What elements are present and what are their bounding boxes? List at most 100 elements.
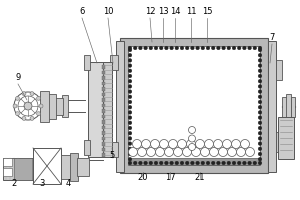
Bar	[14, 158, 32, 180]
Circle shape	[159, 46, 163, 50]
Circle shape	[241, 140, 250, 148]
Circle shape	[258, 53, 262, 57]
Circle shape	[223, 140, 232, 148]
Circle shape	[222, 161, 225, 165]
Circle shape	[155, 148, 164, 156]
Circle shape	[258, 59, 262, 62]
Circle shape	[258, 111, 262, 114]
Circle shape	[258, 95, 262, 99]
Circle shape	[217, 161, 220, 165]
Circle shape	[248, 46, 251, 50]
Circle shape	[205, 140, 214, 148]
Circle shape	[258, 79, 262, 83]
Text: 7: 7	[269, 33, 275, 43]
Circle shape	[128, 105, 132, 109]
Circle shape	[258, 126, 262, 130]
Circle shape	[258, 121, 262, 125]
Circle shape	[206, 161, 210, 165]
Bar	[61, 155, 71, 179]
Circle shape	[180, 46, 184, 50]
Circle shape	[16, 112, 20, 116]
Circle shape	[128, 85, 132, 88]
Bar	[84, 55, 90, 70]
Bar	[77, 158, 89, 176]
Text: 6: 6	[79, 7, 85, 17]
Circle shape	[196, 161, 200, 165]
Circle shape	[128, 148, 137, 156]
Bar	[128, 46, 260, 165]
Circle shape	[149, 161, 153, 165]
Circle shape	[182, 148, 191, 156]
Circle shape	[37, 96, 41, 100]
Circle shape	[133, 140, 142, 148]
Circle shape	[128, 121, 132, 125]
Bar	[102, 65, 105, 68]
Circle shape	[236, 148, 245, 156]
Circle shape	[134, 161, 137, 165]
Circle shape	[139, 161, 142, 165]
Circle shape	[151, 140, 160, 148]
Bar	[55, 98, 63, 115]
Circle shape	[201, 46, 205, 50]
Circle shape	[258, 131, 262, 135]
Circle shape	[37, 112, 41, 116]
Bar	[278, 117, 294, 159]
Circle shape	[232, 161, 236, 165]
Text: 13: 13	[158, 7, 168, 17]
Circle shape	[191, 148, 200, 156]
Circle shape	[187, 140, 196, 148]
Circle shape	[258, 157, 262, 161]
Bar	[102, 82, 105, 85]
Circle shape	[144, 46, 147, 50]
Circle shape	[237, 161, 241, 165]
Circle shape	[14, 92, 42, 120]
Circle shape	[196, 140, 205, 148]
Circle shape	[128, 53, 132, 57]
Circle shape	[222, 46, 225, 50]
Circle shape	[188, 135, 196, 142]
Circle shape	[258, 100, 262, 104]
Circle shape	[258, 116, 262, 119]
Bar	[102, 120, 105, 123]
Circle shape	[134, 46, 137, 50]
Circle shape	[146, 148, 155, 156]
Circle shape	[22, 116, 26, 120]
Circle shape	[258, 142, 262, 145]
Circle shape	[258, 147, 262, 151]
Bar	[102, 104, 105, 107]
Circle shape	[258, 74, 262, 78]
Circle shape	[253, 161, 256, 165]
Bar	[102, 136, 105, 140]
Circle shape	[128, 142, 132, 145]
Bar	[116, 41, 124, 172]
Circle shape	[258, 152, 262, 156]
Bar	[84, 140, 90, 155]
Bar	[33, 148, 61, 184]
Bar	[282, 97, 287, 117]
Text: 3: 3	[39, 178, 45, 188]
Circle shape	[258, 48, 262, 52]
Bar	[268, 41, 276, 172]
Bar	[88, 62, 104, 157]
Circle shape	[128, 111, 132, 114]
Circle shape	[128, 79, 132, 83]
Circle shape	[227, 46, 231, 50]
Bar	[110, 142, 118, 157]
Circle shape	[258, 85, 262, 88]
Circle shape	[253, 46, 256, 50]
Circle shape	[144, 161, 147, 165]
Text: 12: 12	[145, 7, 155, 17]
Circle shape	[258, 64, 262, 67]
Circle shape	[128, 64, 132, 67]
Circle shape	[201, 161, 205, 165]
Circle shape	[232, 140, 241, 148]
Circle shape	[237, 46, 241, 50]
Bar	[3, 158, 33, 180]
Circle shape	[142, 140, 151, 148]
Bar	[129, 158, 259, 165]
Circle shape	[188, 127, 196, 134]
Text: 11: 11	[186, 7, 196, 17]
Circle shape	[170, 46, 173, 50]
Bar	[102, 114, 105, 118]
Circle shape	[185, 46, 189, 50]
